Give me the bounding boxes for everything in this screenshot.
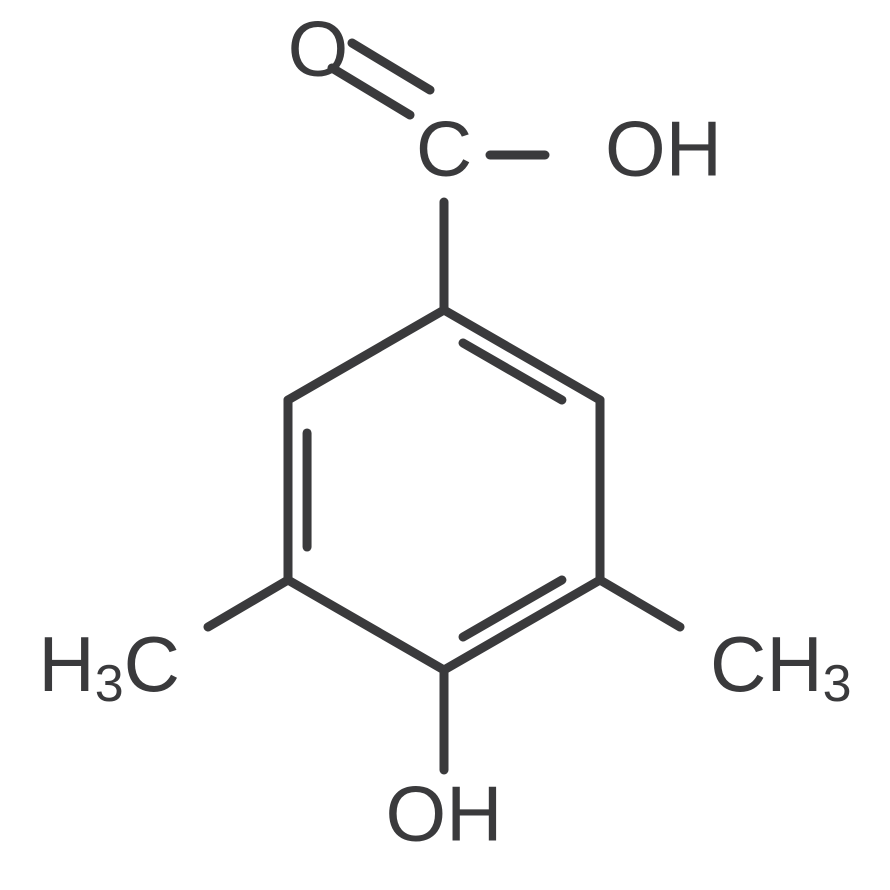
svg-text:H3C: H3C: [38, 620, 180, 713]
molecule-diagram: OC OH CH3 H3C OH: [0, 0, 890, 890]
svg-text:CH3: CH3: [710, 620, 852, 713]
svg-text:OH: OH: [386, 770, 503, 858]
svg-text:C: C: [416, 105, 472, 193]
svg-text:OH: OH: [605, 105, 722, 193]
svg-text:O: O: [288, 5, 349, 93]
